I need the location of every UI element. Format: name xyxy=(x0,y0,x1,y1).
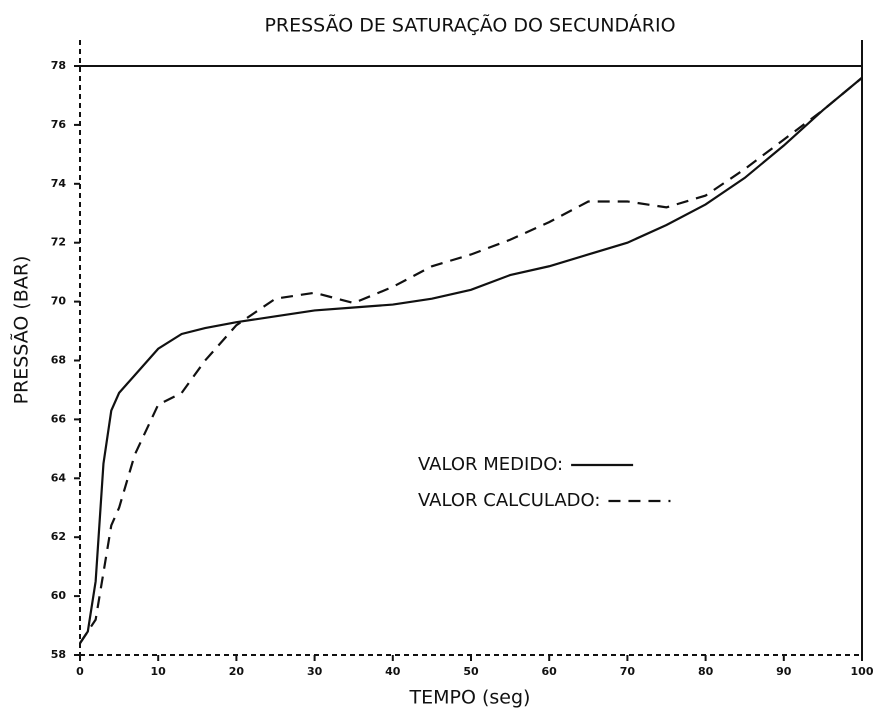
y-axis-label: PRESSÃO (BAR) xyxy=(10,256,33,405)
y-tick-label: 68 xyxy=(51,354,66,367)
data-line xyxy=(79,76,863,644)
y-tick-label: 76 xyxy=(51,118,67,131)
y-tick-label: 64 xyxy=(51,471,67,484)
x-tick-label: 70 xyxy=(620,665,636,678)
x-axis-label: TEMPO (seg) xyxy=(409,687,531,709)
x-tick-label: 20 xyxy=(229,665,245,678)
x-tick-label: 90 xyxy=(776,665,792,678)
legend-label: VALOR CALCULADO: xyxy=(418,490,600,511)
y-tick-label: 66 xyxy=(51,412,67,425)
data-line xyxy=(79,76,863,644)
y-tick-label: 60 xyxy=(51,589,67,602)
y-tick-label: 78 xyxy=(51,59,66,72)
x-tick-label: 0 xyxy=(76,665,84,678)
x-tick-label: 100 xyxy=(851,665,874,678)
x-tick-label: 30 xyxy=(307,665,323,678)
y-tick-label: 74 xyxy=(51,177,67,190)
x-tick-label: 10 xyxy=(151,665,167,678)
y-tick-label: 72 xyxy=(51,236,66,249)
chart-title: PRESSÃO DE SATURAÇÃO DO SECUNDÁRIO xyxy=(264,14,675,37)
x-tick-label: 40 xyxy=(385,665,401,678)
x-tick-label: 50 xyxy=(463,665,479,678)
y-tick-label: 58 xyxy=(51,648,66,661)
y-tick-label: 62 xyxy=(51,530,66,543)
y-tick-label: 70 xyxy=(51,295,67,308)
x-tick-label: 80 xyxy=(698,665,714,678)
x-tick-label: 60 xyxy=(542,665,558,678)
legend-label: VALOR MEDIDO: xyxy=(418,454,563,475)
